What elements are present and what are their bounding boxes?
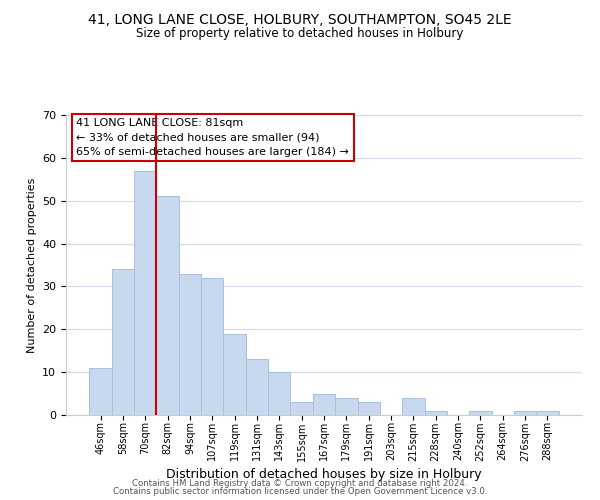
Bar — [469, 410, 491, 415]
X-axis label: Distribution of detached houses by size in Holbury: Distribution of detached houses by size … — [166, 468, 482, 480]
Text: Size of property relative to detached houses in Holbury: Size of property relative to detached ho… — [136, 28, 464, 40]
Bar — [358, 402, 380, 415]
Bar — [514, 410, 536, 415]
Bar — [268, 372, 290, 415]
Bar — [179, 274, 201, 415]
Text: Contains HM Land Registry data © Crown copyright and database right 2024.: Contains HM Land Registry data © Crown c… — [132, 478, 468, 488]
Text: 41 LONG LANE CLOSE: 81sqm
← 33% of detached houses are smaller (94)
65% of semi-: 41 LONG LANE CLOSE: 81sqm ← 33% of detac… — [76, 118, 349, 157]
Bar — [290, 402, 313, 415]
Bar — [335, 398, 358, 415]
Bar — [536, 410, 559, 415]
Bar — [89, 368, 112, 415]
Bar — [246, 360, 268, 415]
Text: 41, LONG LANE CLOSE, HOLBURY, SOUTHAMPTON, SO45 2LE: 41, LONG LANE CLOSE, HOLBURY, SOUTHAMPTO… — [88, 12, 512, 26]
Bar — [201, 278, 223, 415]
Text: Contains public sector information licensed under the Open Government Licence v3: Contains public sector information licen… — [113, 487, 487, 496]
Bar — [134, 170, 157, 415]
Bar — [313, 394, 335, 415]
Bar — [223, 334, 246, 415]
Bar — [157, 196, 179, 415]
Bar — [112, 270, 134, 415]
Bar — [425, 410, 447, 415]
Bar — [402, 398, 425, 415]
Y-axis label: Number of detached properties: Number of detached properties — [26, 178, 37, 352]
